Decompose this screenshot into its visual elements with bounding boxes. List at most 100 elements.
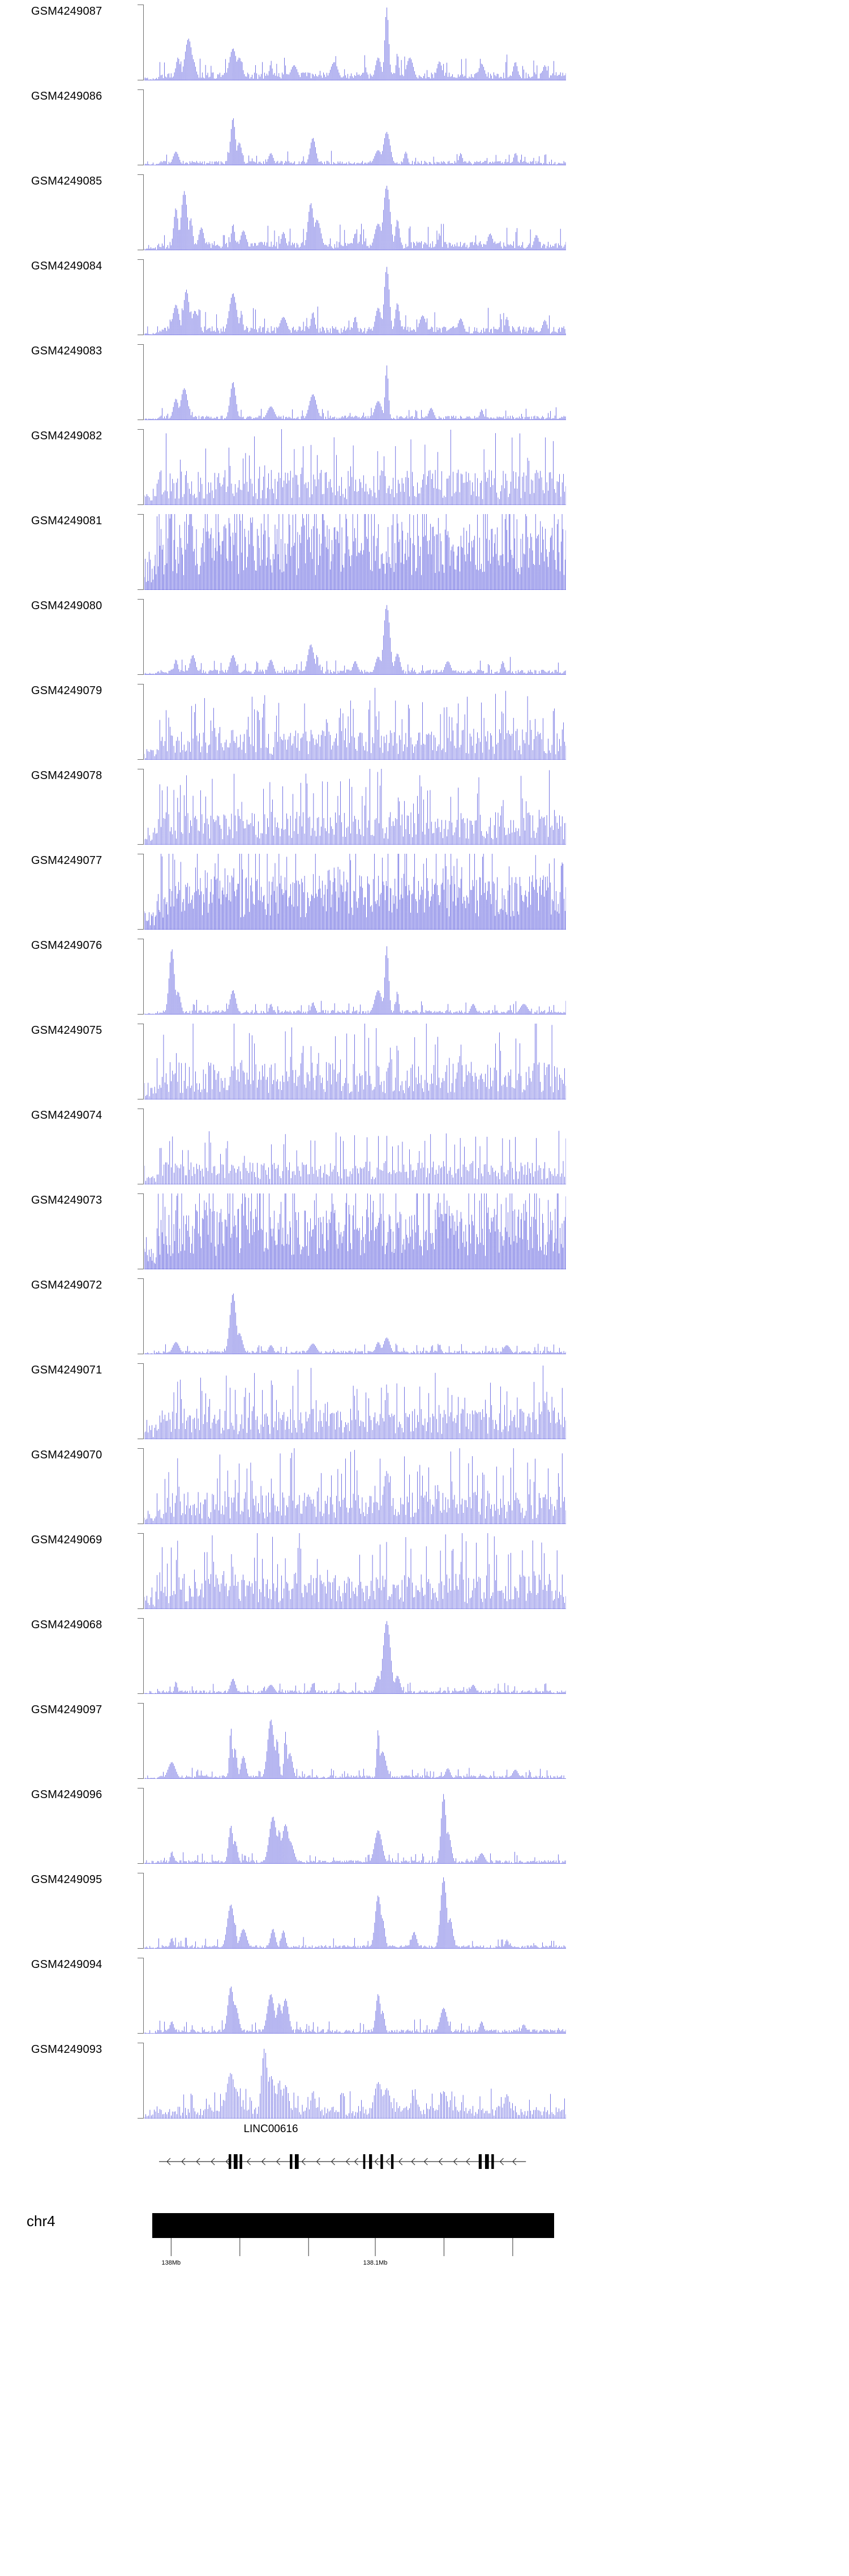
gene-strand-arrow	[225, 2158, 230, 2166]
gene-exon-block	[369, 2154, 372, 2169]
signal-track-label: GSM4249073	[31, 1194, 102, 1206]
gene-model-svg[interactable]	[144, 2145, 566, 2179]
y-axis-tick-min	[138, 1948, 144, 1949]
signal-plot-area[interactable]	[144, 429, 566, 505]
signal-track-label: GSM4249087	[31, 5, 102, 18]
y-axis-line	[143, 684, 144, 760]
signal-track[interactable]: GSM4249081 40	[0, 510, 849, 594]
signal-plot-area[interactable]	[144, 1618, 566, 1694]
signal-plot-area[interactable]	[144, 1363, 566, 1439]
y-axis-tick-min	[138, 589, 144, 590]
signal-track[interactable]: GSM4249093 190	[0, 2038, 849, 2123]
gene-strand-arrow	[438, 2158, 443, 2166]
gene-strand-arrow	[423, 2158, 428, 2166]
y-axis-line	[143, 429, 144, 505]
y-axis-line	[143, 1109, 144, 1184]
y-axis-tick-min	[138, 2032, 144, 2034]
signal-plot-area[interactable]	[144, 769, 566, 845]
signal-plot-area[interactable]	[144, 1024, 566, 1099]
y-axis-tick-min	[138, 1778, 144, 1779]
signal-plot-area[interactable]	[144, 1788, 566, 1864]
y-axis: 190	[138, 2043, 144, 2119]
signal-plot-area[interactable]	[144, 1703, 566, 1779]
y-axis-tick-max	[138, 1533, 144, 1534]
y-axis-tick-max	[138, 259, 144, 260]
gene-model-row[interactable]: LINC00616	[0, 2123, 849, 2200]
signal-plot-area[interactable]	[144, 1958, 566, 2034]
gene-strand-arrow	[385, 2158, 390, 2166]
signal-track-label: GSM4249076	[31, 939, 102, 952]
signal-track[interactable]: GSM4249076 520	[0, 934, 849, 1019]
signal-track[interactable]: GSM4249077 40	[0, 849, 849, 934]
signal-track[interactable]: GSM4249097 410	[0, 1698, 849, 1783]
y-axis-line	[143, 344, 144, 420]
y-axis-tick-max	[138, 344, 144, 345]
signal-track[interactable]: GSM4249086 760	[0, 85, 849, 170]
signal-track[interactable]: GSM4249069 110	[0, 1529, 849, 1614]
signal-track-label: GSM4249082	[31, 430, 102, 442]
signal-plot-area[interactable]	[144, 1109, 566, 1184]
signal-plot-area[interactable]	[144, 344, 566, 420]
signal-plot-area[interactable]	[144, 684, 566, 760]
signal-plot-area[interactable]	[144, 259, 566, 335]
signal-track[interactable]: GSM4249082 110	[0, 425, 849, 510]
signal-plot-area[interactable]	[144, 939, 566, 1015]
signal-plot-area[interactable]	[144, 514, 566, 590]
signal-track[interactable]: GSM4249080 480	[0, 594, 849, 679]
y-axis-tick-min	[138, 759, 144, 760]
signal-track[interactable]: GSM4249072 670	[0, 1274, 849, 1359]
signal-track[interactable]: GSM4249094 430	[0, 1953, 849, 2038]
signal-track[interactable]: GSM4249083 770	[0, 340, 849, 425]
signal-tracks-container: GSM4249087250GSM4249086760GSM4249085260G…	[0, 0, 849, 2123]
gene-exon-block	[391, 2154, 394, 2169]
y-axis-tick-max	[138, 1193, 144, 1195]
signal-track[interactable]: GSM4249078 120	[0, 764, 849, 849]
y-axis: 120	[138, 769, 144, 845]
signal-track[interactable]: GSM4249073 60	[0, 1189, 849, 1274]
signal-track[interactable]: GSM4249095 760	[0, 1868, 849, 1953]
gene-exon-block	[290, 2154, 293, 2169]
y-axis-tick-max	[138, 1363, 144, 1364]
signal-plot-area[interactable]	[144, 1278, 566, 1354]
signal-plot-area[interactable]	[144, 89, 566, 165]
signal-track[interactable]: GSM4249071 80	[0, 1359, 849, 1444]
signal-track[interactable]: GSM4249085 260	[0, 170, 849, 255]
signal-track[interactable]: GSM4249074 180	[0, 1104, 849, 1189]
signal-plot-area[interactable]	[144, 5, 566, 80]
y-axis-line	[143, 1703, 144, 1779]
signal-track-label: GSM4249074	[31, 1109, 102, 1122]
gene-strand-arrow	[166, 2158, 171, 2166]
y-axis-line	[143, 259, 144, 335]
y-axis: 40	[138, 854, 144, 930]
signal-track[interactable]: GSM4249084 370	[0, 255, 849, 340]
y-axis: 760	[138, 89, 144, 165]
signal-track[interactable]: GSM4249087 250	[0, 0, 849, 85]
signal-track[interactable]: GSM4249096 730	[0, 1783, 849, 1868]
gene-strand-arrow	[499, 2158, 504, 2166]
signal-plot-area[interactable]	[144, 599, 566, 675]
gene-strand-arrow	[331, 2158, 335, 2166]
signal-plot-area[interactable]	[144, 1448, 566, 1524]
gene-exon-block	[491, 2154, 494, 2169]
y-axis-line	[143, 939, 144, 1015]
gene-strand-arrow	[211, 2158, 215, 2166]
chromosome-ideogram-track: chr4 138Mb 138.1Mb	[0, 2200, 849, 2284]
gene-exon-block	[294, 2154, 299, 2169]
signal-plot-area[interactable]	[144, 854, 566, 930]
signal-track[interactable]: GSM4249068 770	[0, 1614, 849, 1698]
signal-plot-area[interactable]	[144, 2043, 566, 2119]
signal-track[interactable]: GSM4249079 90	[0, 679, 849, 764]
signal-plot-area[interactable]	[144, 174, 566, 250]
signal-plot-area[interactable]	[144, 1533, 566, 1609]
signal-track[interactable]: GSM4249070 120	[0, 1444, 849, 1529]
signal-track-label: GSM4249077	[31, 854, 102, 867]
y-axis: 40	[138, 514, 144, 590]
signal-track[interactable]: GSM4249075 70	[0, 1019, 849, 1104]
signal-plot-area[interactable]	[144, 1873, 566, 1949]
ideogram-svg[interactable]	[144, 2207, 566, 2270]
gene-exon-block	[380, 2154, 383, 2169]
y-axis: 180	[138, 1109, 144, 1184]
signal-plot-area[interactable]	[144, 1193, 566, 1269]
signal-track-label: GSM4249097	[31, 1704, 102, 1716]
